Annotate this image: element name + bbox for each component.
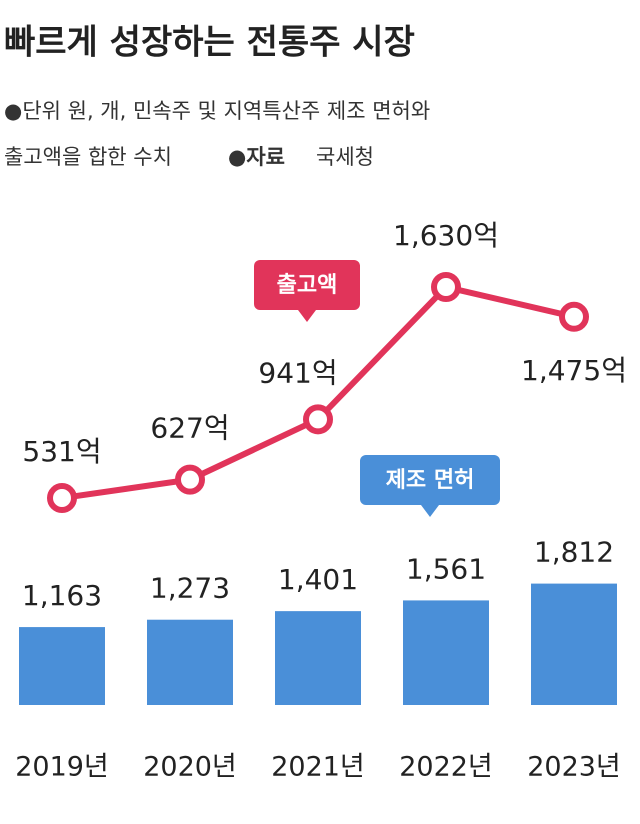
line-point [303, 404, 333, 435]
line-point [175, 464, 205, 495]
data-label: 1,812 [534, 536, 614, 569]
source-label: ●자료 [228, 145, 285, 169]
legend-box [360, 455, 500, 505]
data-label: 627억 [150, 412, 229, 445]
line-point [431, 272, 461, 303]
bar [19, 627, 105, 705]
note: 출고액을 합한 수치 [4, 145, 172, 169]
x-tick-label: 2022년 [399, 752, 493, 783]
chart-title: 빠르게 성장하는 전통주 시장 [4, 23, 415, 63]
legend-label: 제조 면허 [386, 468, 475, 493]
data-label: 1,163 [22, 579, 102, 612]
legend-pointer [421, 505, 439, 517]
line-point [559, 301, 589, 332]
x-tick-label: 2021년 [271, 752, 365, 783]
x-tick-label: 2020년 [143, 752, 237, 783]
data-label: 1,273 [150, 572, 230, 605]
data-label: 1,561 [406, 552, 486, 585]
legend-box [254, 260, 360, 310]
data-label: 1,401 [278, 563, 358, 596]
legend-pointer [298, 310, 316, 322]
source: 국세청 [316, 145, 374, 169]
bar [147, 619, 233, 705]
bar [275, 611, 361, 705]
bar [403, 600, 489, 705]
data-label: 1,475억 [521, 354, 627, 387]
line-point [47, 483, 77, 514]
x-tick-label: 2019년 [15, 752, 109, 783]
note: ●단위 원, 개, 민속주 및 지역특산주 제조 면허와 [4, 99, 430, 123]
data-label: 1,630억 [393, 219, 499, 252]
data-label: 531억 [22, 435, 101, 468]
legend-label: 출고액 [277, 273, 338, 298]
data-label: 941억 [258, 356, 337, 389]
bar [531, 583, 617, 705]
x-tick-label: 2023년 [527, 752, 621, 783]
